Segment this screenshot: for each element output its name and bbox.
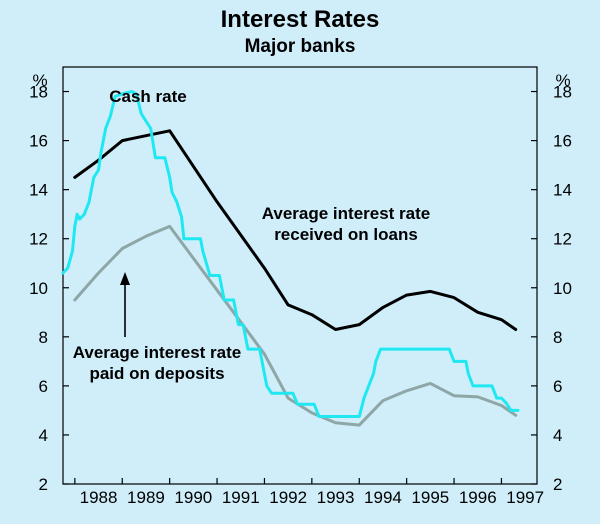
x-ticks: 1988 1989 1990 1991 1992 1993 1994 1995 1996 1997 — [74, 478, 544, 507]
y-tick-label-left: 16 — [29, 132, 48, 151]
plot-frame — [62, 66, 538, 485]
x-tick-label: 1997 — [506, 488, 544, 507]
x-tick-label: 1994 — [364, 488, 402, 507]
y-tick-label-left: 8 — [39, 328, 48, 347]
series-layer — [61, 90, 520, 427]
x-tick-label: 1991 — [222, 488, 260, 507]
x-tick-label: 1995 — [411, 488, 449, 507]
y-tick-label-left: 14 — [29, 181, 48, 200]
y-tick-label-left: 18 — [29, 83, 48, 102]
y-tick-label-right: 14 — [553, 181, 572, 200]
y-tick-label-right: 16 — [553, 132, 572, 151]
y-tick-label-right: 10 — [553, 279, 572, 298]
y-unit-left: % — [32, 71, 47, 90]
y-tick-label-left: 4 — [39, 426, 48, 445]
y-tick-label-left: 12 — [29, 230, 48, 249]
y-tick-label-right: 2 — [553, 475, 562, 494]
annotation-loans-line1: Average interest rate — [262, 204, 431, 223]
y-ticks-left: 2 4 6 8 10 12 14 16 18 — [29, 83, 69, 494]
x-tick-label: 1989 — [127, 488, 165, 507]
y-unit-right: % — [555, 71, 570, 90]
y-tick-label-left: 2 — [39, 475, 48, 494]
annotation-arrow-head — [120, 272, 130, 285]
chart-subtitle: Major banks — [245, 36, 356, 57]
chart-title: Interest Rates — [221, 6, 380, 33]
y-tick-label-right: 8 — [553, 328, 562, 347]
series-loans-line — [73, 129, 518, 331]
x-tick-label: 1996 — [459, 488, 497, 507]
x-tick-label: 1990 — [174, 488, 212, 507]
x-tick-label: 1993 — [317, 488, 355, 507]
y-tick-label-right: 4 — [553, 426, 562, 445]
y-ticks-right: 2 4 6 8 10 12 14 16 18 — [531, 83, 572, 494]
series-cash-rate-line — [61, 90, 520, 418]
y-tick-label-right: 12 — [553, 230, 572, 249]
annotation-loans-line2: received on loans — [274, 225, 418, 244]
annotation-deposits-line2: paid on deposits — [89, 364, 224, 383]
y-tick-label-right: 6 — [553, 377, 562, 396]
y-tick-label-left: 10 — [29, 279, 48, 298]
y-tick-label-left: 6 — [39, 377, 48, 396]
annotation-cash-rate: Cash rate — [109, 87, 186, 106]
annotation-deposits-line1: Average interest rate — [73, 343, 242, 362]
y-tick-label-right: 18 — [553, 83, 572, 102]
x-tick-label: 1992 — [269, 488, 307, 507]
x-tick-label: 1988 — [80, 488, 118, 507]
